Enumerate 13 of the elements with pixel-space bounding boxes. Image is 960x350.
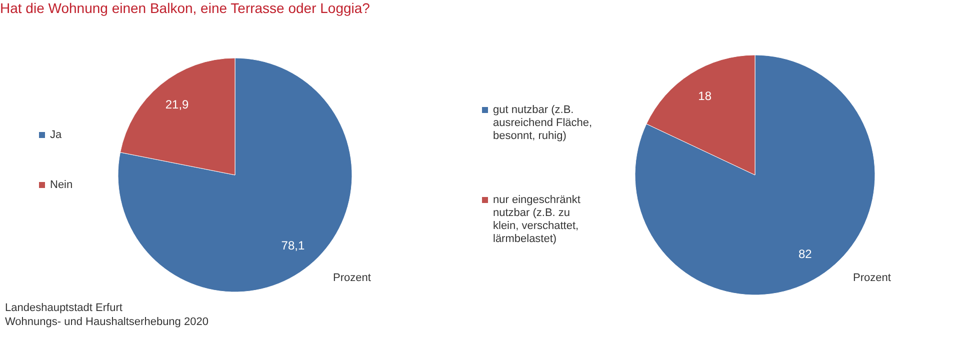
data-label: 82 (798, 247, 812, 262)
text: Prozent (333, 272, 371, 284)
data-label: 18 (698, 88, 712, 103)
text: Landeshauptstadt Erfurt (5, 302, 122, 314)
legend-label: Ja (50, 129, 62, 141)
text: Prozent (853, 272, 891, 284)
text: Wohnungs- und Haushaltserhebung 2020 (5, 316, 208, 328)
legend-label: nur eingeschränkt nutzbar (z.B. zu klein, verschattet, lärmbelastet) (493, 194, 580, 245)
legend-label: Nein (50, 179, 73, 191)
data-label: 21,9 (165, 98, 190, 112)
data-label: 78,1 (281, 238, 305, 252)
legend-label: gut nutzbar (z.B. ausreichend Fläche, besonnt, ruhig) (493, 104, 592, 142)
chart-title: Hat die Wohnung einen Balkon, eine Terrasse oder Loggia? (0, 0, 370, 16)
